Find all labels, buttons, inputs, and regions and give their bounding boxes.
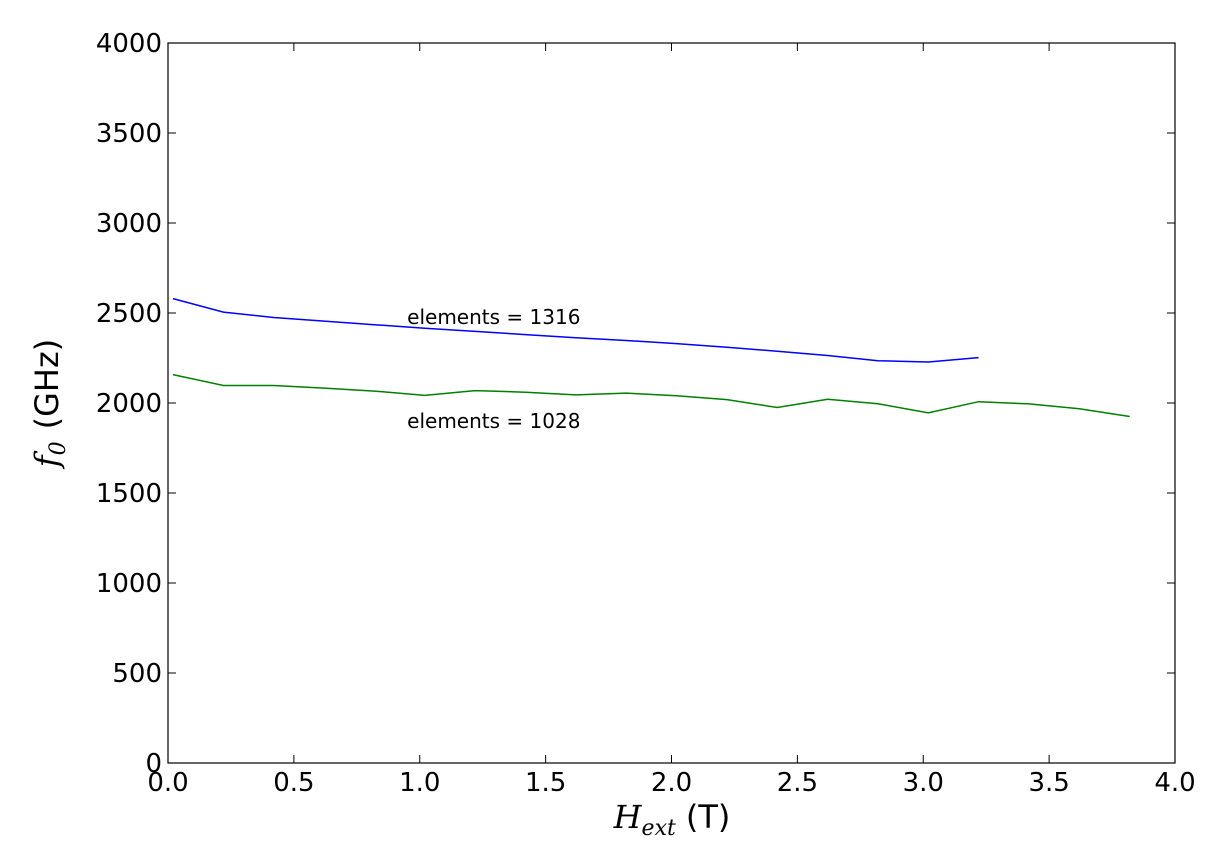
x-tick-label: 4.0 [1154,768,1195,798]
x-tick-label: 1.5 [525,768,566,798]
x-axis-label-subscript: ext [642,816,676,841]
y-tick-label: 1000 [96,569,162,599]
annotations: elements = 1316 elements = 1028 [407,305,580,433]
x-tick-label: 0.5 [273,768,314,798]
y-tick-label: 3500 [96,119,162,149]
series-line-2 [172,373,1130,418]
annotation-label: elements = 1316 [407,305,580,329]
plot-area [172,297,1130,418]
x-axis-label-unit: (T) [686,798,731,836]
y-tick-label: 1500 [96,479,162,509]
axis-ticks: 0.0 0.5 1.0 1.5 2.0 2.5 3.0 3.5 4.0 0 500 1000 1500 2… [96,29,1196,798]
x-axis-label: Hext (T) [613,798,731,841]
y-axis-label-unit: (GHz) [28,339,66,430]
y-tick-label: 3000 [96,209,162,239]
x-tick-label: 3.5 [1028,768,1069,798]
x-tick-label: 1.0 [399,768,440,798]
series-line-1 [172,297,979,363]
y-axis-label: f0(GHz) [28,339,71,469]
y-tick-label: 4000 [96,29,162,59]
y-tick-label: 2000 [96,389,162,419]
y-tick-label: 2500 [96,299,162,329]
x-tick-label: 2.0 [651,768,692,798]
x-tick-label: 3.0 [903,768,944,798]
y-tick-label: 0 [145,749,162,779]
y-axis-label-subscript: 0 [46,441,71,455]
y-tick-label: 500 [112,659,162,689]
x-tick-label: 0.0 [147,768,188,798]
x-axis-label-symbol: H [613,798,643,836]
x-tick-label: 2.5 [777,768,818,798]
annotation-label: elements = 1028 [407,409,580,433]
